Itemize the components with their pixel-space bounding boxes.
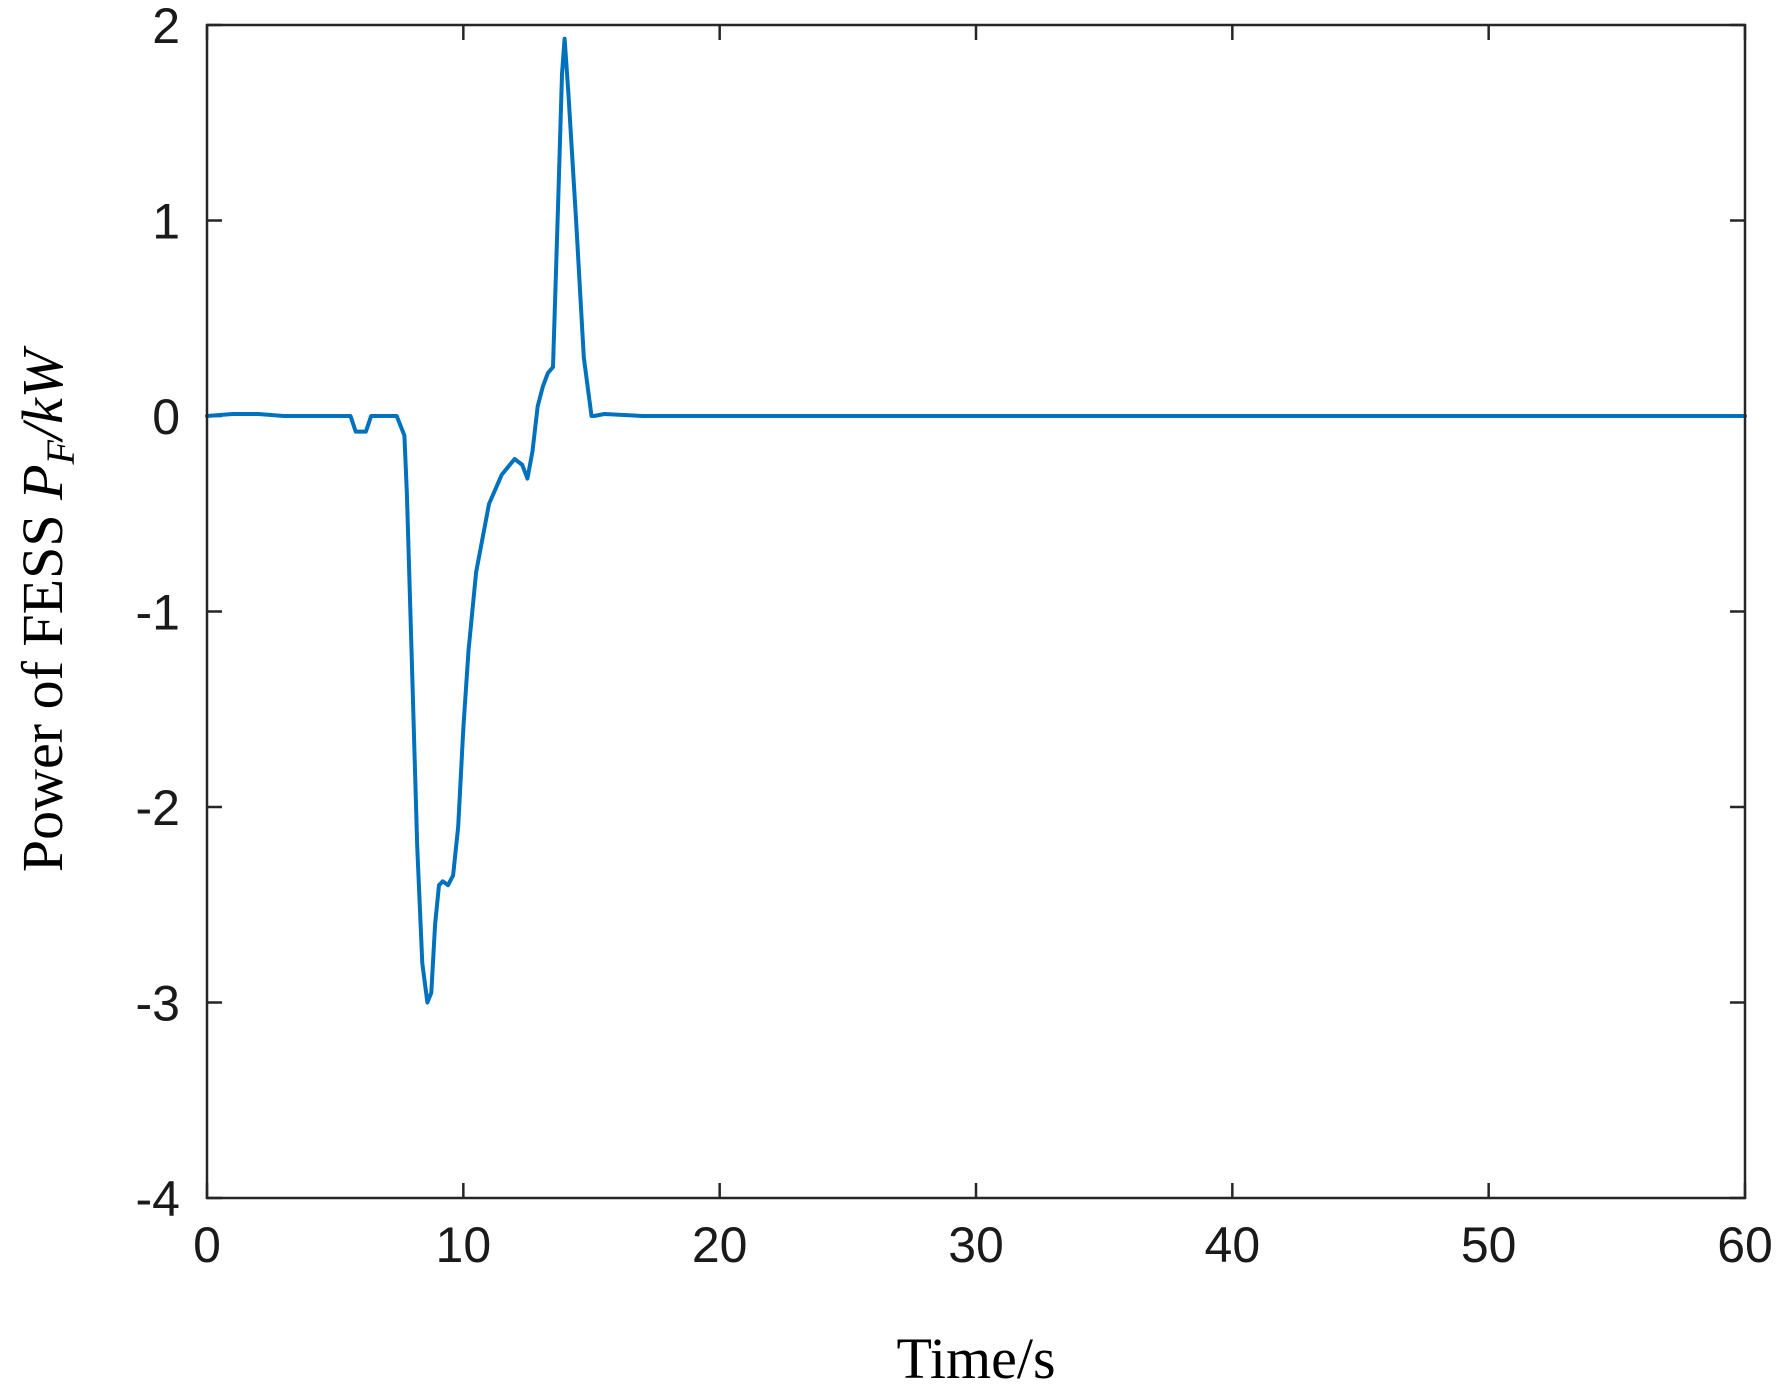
y-axis-title-subscript: F (38, 439, 83, 465)
y-axis-title-prefix: Power of FESS (10, 500, 75, 872)
x-tick-label: 0 (193, 1217, 221, 1273)
x-tick-label: 20 (692, 1217, 748, 1273)
y-tick-label: 0 (152, 389, 180, 445)
y-axis-title-symbol: P (10, 464, 75, 500)
y-tick-labels: -4 -3 -2 -1 0 1 2 (136, 0, 180, 1227)
x-tick-label: 50 (1461, 1217, 1517, 1273)
plot-background (207, 25, 1745, 1198)
y-tick-label: 2 (152, 0, 180, 54)
y-tick-label: -4 (136, 1171, 180, 1227)
y-axis-title-unit: /kW (10, 345, 75, 443)
x-tick-label: 10 (436, 1217, 492, 1273)
x-tick-label: 60 (1717, 1217, 1773, 1273)
y-tick-label: 1 (152, 194, 180, 250)
x-axis-title: Time/s (896, 1326, 1055, 1391)
x-tick-label: 40 (1205, 1217, 1261, 1273)
x-tick-label: 30 (948, 1217, 1004, 1273)
y-tick-label: -3 (136, 976, 180, 1032)
plot-frame (205, 23, 1747, 1200)
series-line (205, 36, 1747, 1005)
y-tick-label: -2 (136, 780, 180, 836)
y-tick-label: -1 (136, 585, 180, 641)
x-tick-labels: 0 10 20 30 40 50 60 (193, 1217, 1773, 1273)
y-axis-title: Power of FESS PF/kW (10, 345, 83, 872)
